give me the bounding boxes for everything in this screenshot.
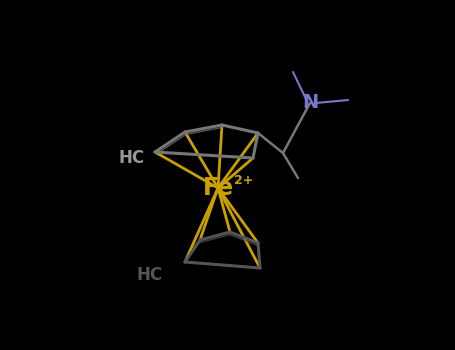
Text: HC: HC — [137, 266, 163, 284]
Text: HC: HC — [119, 149, 145, 167]
Text: N: N — [302, 93, 318, 112]
Text: Fe: Fe — [202, 176, 233, 200]
Text: 2+: 2+ — [234, 174, 253, 187]
